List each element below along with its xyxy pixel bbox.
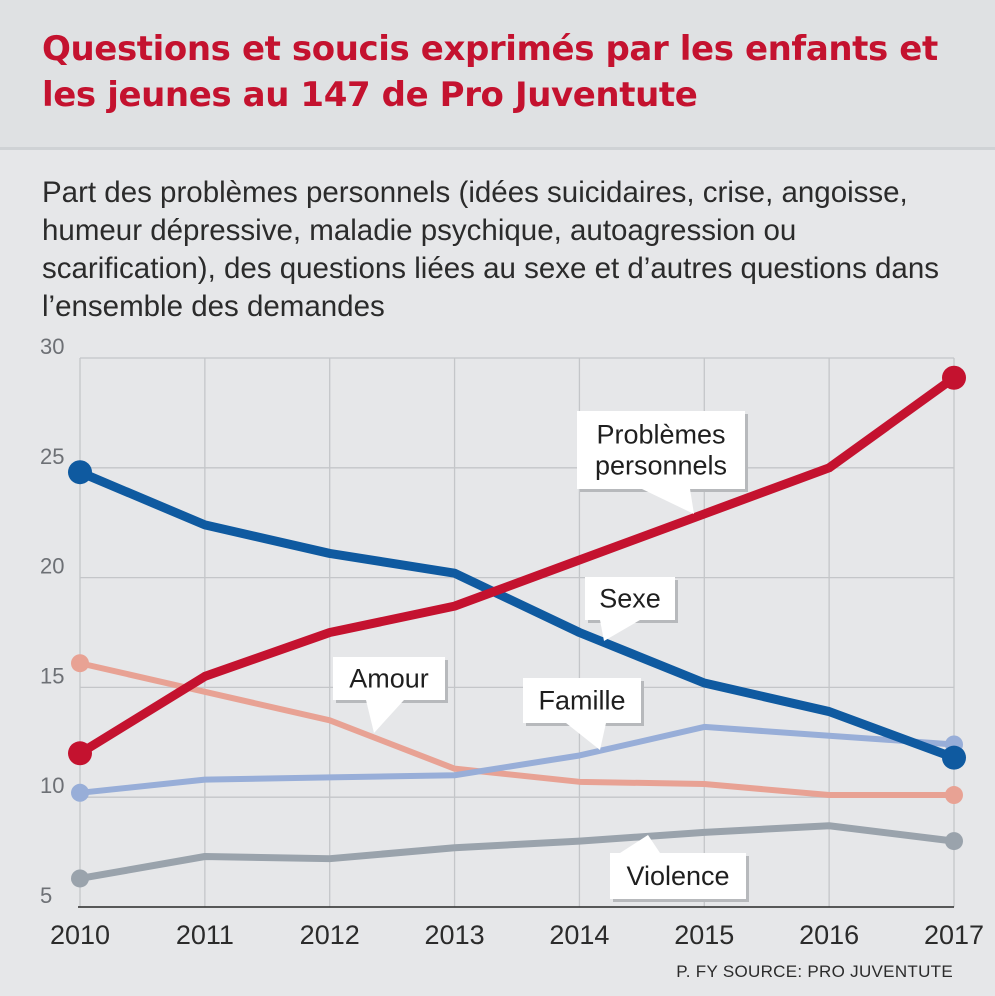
callout-label-problemes-personnels-2: personnels [595, 451, 727, 481]
y-tick-label-15: 15 [40, 663, 64, 688]
plot-area [80, 358, 954, 907]
series-line-problemes-personnels [75, 373, 959, 758]
x-tick-label-2014: 2014 [549, 920, 609, 950]
callout-box-violence [610, 853, 746, 899]
y-tick-label-25: 25 [40, 444, 64, 469]
point-amour-2017 [945, 786, 963, 805]
x-tick-label-2015: 2015 [674, 920, 734, 950]
y-tick-label-5: 5 [40, 883, 52, 908]
chart-title: Questions et soucis exprimés par les enf… [42, 29, 938, 115]
callout-label-famille: Famille [538, 686, 625, 716]
callout-pointer-amour [366, 700, 404, 733]
callout-pointer-violence [620, 835, 660, 853]
series-line-famille [77, 723, 957, 796]
callout-box-famille [523, 678, 641, 723]
x-tick-label-2016: 2016 [799, 920, 859, 950]
callout-box-sexe [585, 577, 675, 620]
y-tick-label-10: 10 [40, 773, 64, 798]
series-line-violence [76, 822, 958, 882]
x-tick-label-2012: 2012 [300, 920, 360, 950]
point-famille-2010 [71, 783, 89, 802]
y-tick-label-30: 30 [40, 334, 64, 359]
chart-subtitle: Part des problèmes personnels (idées sui… [42, 176, 939, 323]
source-credit: P. FY SOURCE: PRO JUVENTUTE [676, 962, 953, 981]
x-tick-label-2013: 2013 [425, 920, 485, 950]
callout-pointer-famille [566, 723, 606, 750]
header-band: Questions et soucis exprimés par les enf… [0, 0, 995, 150]
x-tick-label-2011: 2011 [176, 920, 234, 950]
point-sexe-2017 [942, 745, 966, 770]
point-violence-2010 [71, 869, 89, 888]
series-line-sexe [75, 467, 959, 763]
x-tick-label-2010: 2010 [50, 920, 110, 950]
x-tick-label-2017: 2017 [924, 920, 984, 950]
callout-label-sexe: Sexe [599, 584, 661, 614]
callout-pointer-problemes-personnels [642, 489, 694, 514]
point-violence-2017 [945, 832, 963, 851]
series-line-amour [77, 660, 957, 799]
point-problemes-personnels-2010 [68, 741, 92, 766]
callout-label-violence: Violence [626, 861, 729, 891]
callout-label-amour: Amour [349, 664, 429, 694]
point-problemes-personnels-2017 [942, 365, 966, 390]
point-amour-2010 [71, 654, 89, 673]
callout-box-problemes-personnels [577, 411, 745, 489]
callout-label-problemes-personnels-1: Problèmes [596, 420, 725, 450]
point-sexe-2010 [68, 460, 92, 485]
callout-box-amour [333, 657, 445, 700]
callout-pointer-sexe [600, 620, 640, 641]
y-tick-label-20: 20 [40, 554, 64, 579]
